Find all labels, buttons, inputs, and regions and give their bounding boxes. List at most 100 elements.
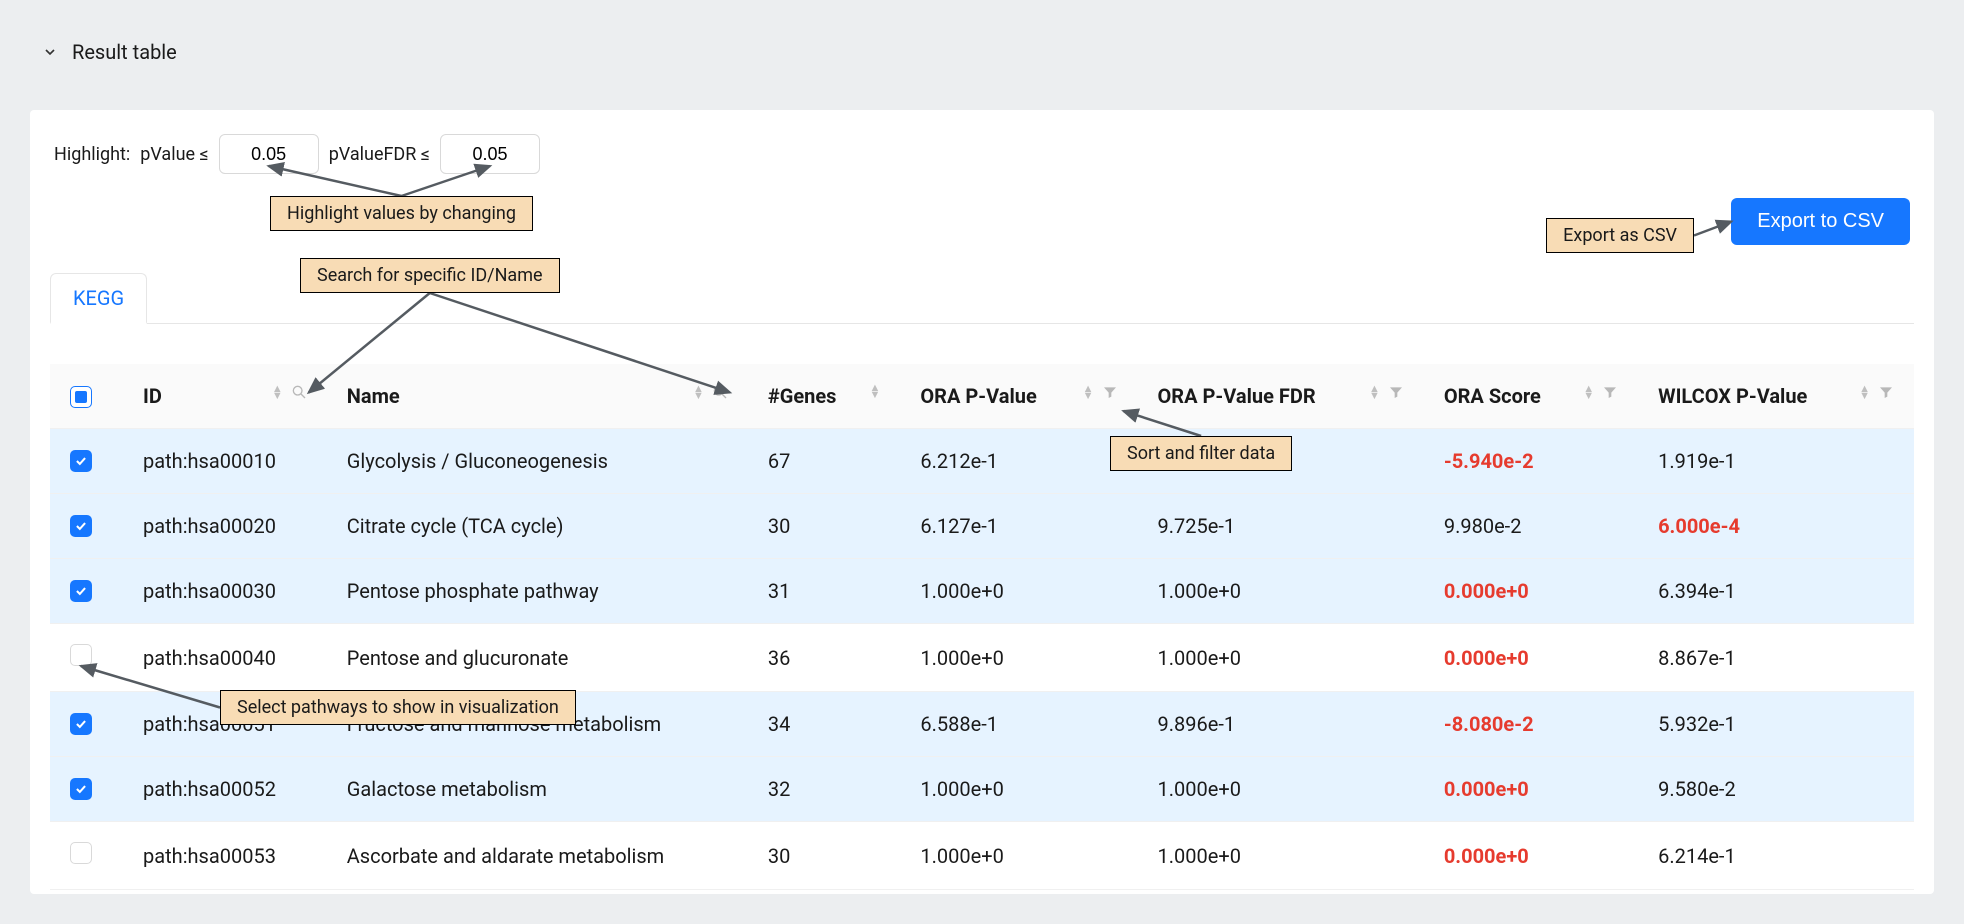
table-row: path:hsa00030Pentose phosphate pathway31… [50, 559, 1914, 624]
filter-icon[interactable] [1602, 384, 1618, 400]
row-checkbox[interactable] [70, 515, 92, 537]
cell-genes: 31 [748, 559, 901, 624]
annotation-search: Search for specific ID/Name [300, 258, 560, 293]
cell-name: Ascorbate and aldarate metabolism [327, 822, 748, 890]
cell-wilcox: 6.214e-1 [1638, 822, 1914, 890]
cell-id: path:hsa00040 [123, 624, 327, 692]
sort-icon[interactable]: ▲▼ [693, 385, 704, 399]
sort-icon[interactable]: ▲▼ [1083, 385, 1094, 399]
cell-name: Galactose metabolism [327, 757, 748, 822]
pvalue-input[interactable] [219, 134, 319, 174]
cell-ora-fdr: 1.000e+0 [1138, 822, 1424, 890]
column-header-ora_score[interactable]: ORA Score▲▼ [1424, 364, 1638, 429]
cell-wilcox: 6.000e-4 [1638, 494, 1914, 559]
column-header-genes[interactable]: #Genes▲▼ [748, 364, 901, 429]
tab-kegg[interactable]: KEGG [50, 273, 147, 324]
sort-icon[interactable]: ▲▼ [1369, 385, 1380, 399]
pvalue-label: pValue ≤ [140, 144, 208, 165]
export-csv-button[interactable]: Export to CSV [1731, 198, 1910, 245]
cell-wilcox: 8.867e-1 [1638, 624, 1914, 692]
cell-wilcox: 1.919e-1 [1638, 429, 1914, 494]
cell-genes: 30 [748, 822, 901, 890]
cell-name: Pentose and glucuronate [327, 624, 748, 692]
cell-ora-p: 6.127e-1 [900, 494, 1137, 559]
table-row: path:hsa00040Pentose and glucuronate361.… [50, 624, 1914, 692]
table-header-row: ID▲▼Name▲▼#Genes▲▼ORA P-Value▲▼ORA P-Val… [50, 364, 1914, 429]
annotation-sortfilter: Sort and filter data [1110, 436, 1292, 471]
cell-ora-score: 0.000e+0 [1424, 757, 1638, 822]
row-checkbox[interactable] [70, 580, 92, 602]
result-panel: Highlight: pValue ≤ pValueFDR ≤ Export t… [30, 110, 1934, 894]
cell-wilcox: 5.932e-1 [1638, 692, 1914, 757]
annotation-select: Select pathways to show in visualization [220, 690, 576, 725]
row-checkbox[interactable] [70, 778, 92, 800]
cell-genes: 67 [748, 429, 901, 494]
cell-id: path:hsa00052 [123, 757, 327, 822]
highlight-label: Highlight: [54, 144, 130, 165]
cell-genes: 34 [748, 692, 901, 757]
cell-ora-fdr: 9.896e-1 [1138, 692, 1424, 757]
cell-ora-p: 1.000e+0 [900, 822, 1137, 890]
annotation-highlight: Highlight values by changing [270, 196, 533, 231]
cell-ora-score: -8.080e-2 [1424, 692, 1638, 757]
table-row: path:hsa00020Citrate cycle (TCA cycle)30… [50, 494, 1914, 559]
sort-icon[interactable]: ▲▼ [1583, 385, 1594, 399]
annotation-export: Export as CSV [1546, 218, 1694, 253]
cell-ora-fdr: 1.000e+0 [1138, 757, 1424, 822]
search-icon[interactable] [291, 384, 307, 400]
cell-ora-score: 0.000e+0 [1424, 559, 1638, 624]
cell-id: path:hsa00030 [123, 559, 327, 624]
cell-id: path:hsa00053 [123, 822, 327, 890]
filter-icon[interactable] [1388, 384, 1404, 400]
cell-ora-p: 1.000e+0 [900, 757, 1137, 822]
row-checkbox[interactable] [70, 842, 92, 864]
section-header[interactable]: Result table [30, 30, 1934, 74]
table-row: path:hsa00052Galactose metabolism321.000… [50, 757, 1914, 822]
column-header-name[interactable]: Name▲▼ [327, 364, 748, 429]
column-header-wilcox[interactable]: WILCOX P-Value▲▼ [1638, 364, 1914, 429]
filter-icon[interactable] [1878, 384, 1894, 400]
cell-ora-score: 0.000e+0 [1424, 624, 1638, 692]
row-checkbox[interactable] [70, 644, 92, 666]
highlight-controls: Highlight: pValue ≤ pValueFDR ≤ [50, 126, 1914, 198]
column-header-checkbox[interactable] [50, 364, 123, 429]
cell-ora-fdr: 9.725e-1 [1138, 494, 1424, 559]
select-all-checkbox[interactable] [70, 386, 92, 408]
sort-icon[interactable]: ▲▼ [1859, 385, 1870, 399]
row-checkbox[interactable] [70, 713, 92, 735]
cell-ora-fdr: 1.000e+0 [1138, 624, 1424, 692]
cell-ora-fdr: 1.000e+0 [1138, 559, 1424, 624]
column-header-id[interactable]: ID▲▼ [123, 364, 327, 429]
cell-ora-p: 6.212e-1 [900, 429, 1137, 494]
column-header-ora_p[interactable]: ORA P-Value▲▼ [900, 364, 1137, 429]
pvalue-fdr-input[interactable] [440, 134, 540, 174]
cell-ora-score: 9.980e-2 [1424, 494, 1638, 559]
table-body: path:hsa00010Glycolysis / Gluconeogenesi… [50, 429, 1914, 890]
search-icon[interactable] [712, 384, 728, 400]
table-row: path:hsa00010Glycolysis / Gluconeogenesi… [50, 429, 1914, 494]
cell-ora-p: 1.000e+0 [900, 624, 1137, 692]
cell-wilcox: 6.394e-1 [1638, 559, 1914, 624]
chevron-down-icon [42, 44, 58, 60]
cell-ora-score: 0.000e+0 [1424, 822, 1638, 890]
cell-ora-p: 1.000e+0 [900, 559, 1137, 624]
cell-id: path:hsa00020 [123, 494, 327, 559]
cell-ora-score: -5.940e-2 [1424, 429, 1638, 494]
cell-ora-p: 6.588e-1 [900, 692, 1137, 757]
cell-genes: 30 [748, 494, 901, 559]
cell-id: path:hsa00010 [123, 429, 327, 494]
cell-name: Glycolysis / Gluconeogenesis [327, 429, 748, 494]
sort-icon[interactable]: ▲▼ [272, 385, 283, 399]
filter-icon[interactable] [1102, 384, 1118, 400]
cell-name: Pentose phosphate pathway [327, 559, 748, 624]
table-row: path:hsa00053Ascorbate and aldarate meta… [50, 822, 1914, 890]
section-title: Result table [72, 40, 177, 64]
cell-genes: 32 [748, 757, 901, 822]
cell-genes: 36 [748, 624, 901, 692]
cell-name: Citrate cycle (TCA cycle) [327, 494, 748, 559]
sort-icon[interactable]: ▲▼ [870, 384, 881, 398]
results-table: ID▲▼Name▲▼#Genes▲▼ORA P-Value▲▼ORA P-Val… [50, 364, 1914, 890]
row-checkbox[interactable] [70, 450, 92, 472]
column-header-ora_fdr[interactable]: ORA P-Value FDR▲▼ [1138, 364, 1424, 429]
fdr-label: pValueFDR ≤ [329, 144, 430, 165]
